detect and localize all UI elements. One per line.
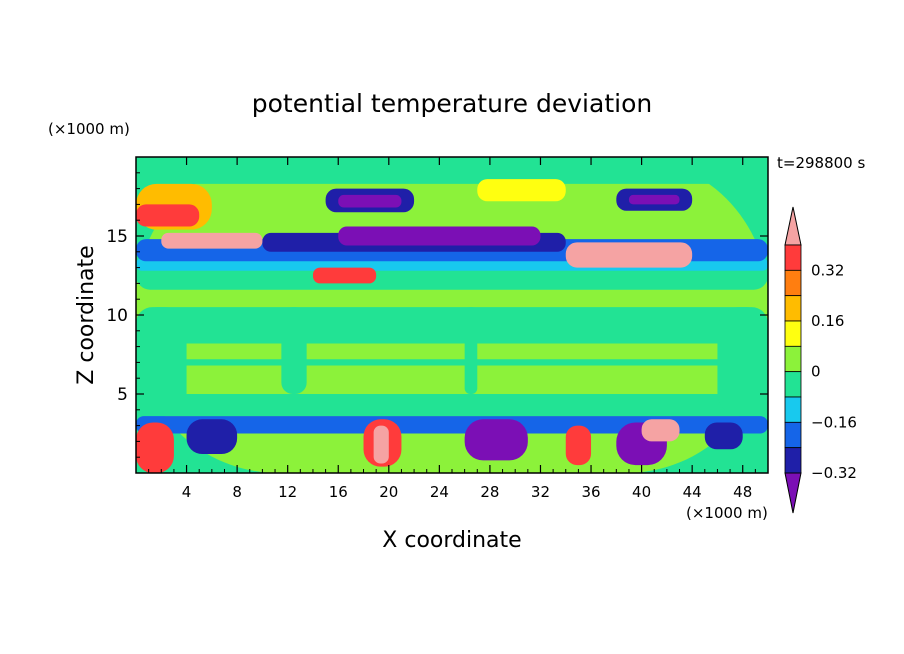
y-unit-label: (×1000 m) — [48, 120, 130, 138]
contour-region — [464, 307, 478, 394]
colorbar-tick-label: 0 — [811, 363, 821, 381]
contour-region — [161, 232, 263, 249]
colorbar-segment — [784, 320, 802, 347]
plot-area — [136, 157, 768, 473]
contour-region — [464, 419, 528, 461]
colorbar-tick-label: 0.32 — [811, 261, 844, 279]
contour-region — [136, 204, 200, 227]
y-tick-label: 10 — [106, 306, 128, 326]
y-tick-label: 5 — [117, 385, 128, 405]
x-tick-label: 36 — [581, 483, 600, 501]
colorbar-segment — [784, 371, 802, 398]
x-tick-label: 48 — [733, 483, 752, 501]
contour-region — [136, 307, 187, 417]
x-tick-label: 32 — [531, 483, 550, 501]
x-tick-label: 4 — [182, 483, 192, 501]
x-tick-label: 12 — [278, 483, 297, 501]
x-tick-label: 40 — [632, 483, 651, 501]
colorbar-tick-label: −0.16 — [811, 413, 857, 431]
contour-region — [565, 425, 592, 466]
x-tick-label: 24 — [430, 483, 449, 501]
contour-region — [628, 194, 680, 205]
contour-region — [338, 194, 402, 208]
contour-region — [136, 416, 768, 434]
contour-region — [338, 226, 541, 246]
contour-region — [136, 307, 768, 344]
y-tick-label: 15 — [106, 227, 128, 247]
x-tick-label: 16 — [329, 483, 348, 501]
time-label: t=298800 s — [777, 154, 865, 172]
contour-region — [477, 179, 566, 202]
colorbar-tick-label: −0.32 — [811, 464, 857, 482]
y-axis-label: Z coordinate — [74, 245, 99, 384]
contour-region — [717, 307, 768, 417]
contour-region — [704, 422, 743, 450]
chart-title: potential temperature deviation — [252, 89, 652, 118]
contour-region — [186, 419, 238, 455]
contour-region — [641, 419, 680, 442]
x-tick-label: 44 — [683, 483, 702, 501]
x-axis: 4 8 12 16 20 24 28 32 36 40 44 48 — [148, 157, 756, 501]
colorbar-segment — [784, 345, 802, 373]
contour-region — [373, 425, 389, 464]
colorbar: 0.32 0.16 0 −0.16 −0.32 — [784, 206, 857, 514]
x-tick-label: 28 — [480, 483, 499, 501]
x-tick-label: 20 — [379, 483, 398, 501]
y-axis: 5 10 15 — [106, 172, 768, 458]
colorbar-tick-label: 0.16 — [811, 312, 844, 330]
contour-region — [565, 242, 693, 268]
colorbar-segment — [784, 396, 802, 423]
x-unit-label: (×1000 m) — [686, 504, 768, 522]
x-axis-label: X coordinate — [382, 528, 521, 553]
colorbar-segment — [784, 269, 802, 297]
contour-region — [136, 394, 768, 417]
colorbar-top-triangle — [784, 206, 802, 246]
colorbar-segment — [784, 295, 802, 322]
colorbar-bottom-triangle — [784, 472, 802, 514]
contour-region — [136, 157, 768, 184]
contour-region — [136, 359, 768, 366]
colorbar-segment — [784, 244, 802, 271]
contour-region — [136, 422, 174, 473]
x-tick-label: 8 — [232, 483, 242, 501]
contour-region — [312, 267, 377, 284]
colorbar-segment — [784, 447, 802, 474]
contour-region — [281, 307, 307, 394]
colorbar-segment — [784, 421, 802, 449]
